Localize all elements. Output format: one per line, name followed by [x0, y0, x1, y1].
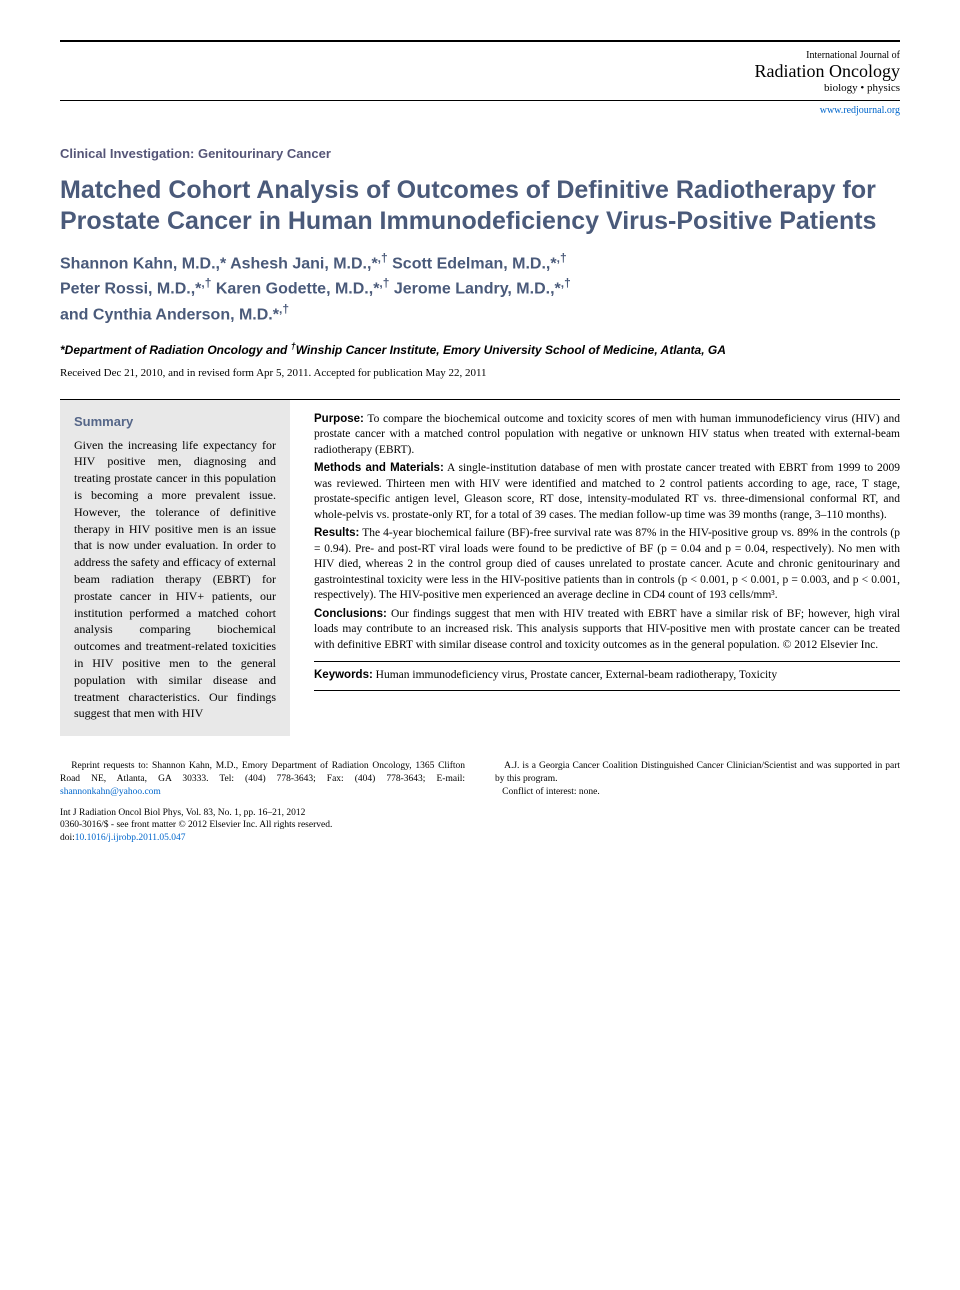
authors-list: Shannon Kahn, M.D.,* Ashesh Jani, M.D.,*…: [60, 250, 900, 327]
doi-label: doi:: [60, 833, 75, 843]
article-title: Matched Cohort Analysis of Outcomes of D…: [60, 175, 900, 238]
affiliation: *Department of Radiation Oncology and †W…: [60, 341, 900, 357]
copyright-line: 0360-3016/$ - see front matter © 2012 El…: [60, 819, 465, 832]
footer-left: Reprint requests to: Shannon Kahn, M.D.,…: [60, 760, 465, 845]
reprint-email[interactable]: shannonkahn@yahoo.com: [60, 787, 161, 797]
keywords-label: Keywords:: [314, 669, 373, 681]
journal-name-small: International Journal of: [60, 50, 900, 61]
footer-right: A.J. is a Georgia Cancer Coalition Disti…: [495, 760, 900, 845]
journal-url[interactable]: www.redjournal.org: [60, 100, 900, 116]
citation-line: Int J Radiation Oncol Biol Phys, Vol. 83…: [60, 807, 465, 820]
results-text: The 4-year biochemical failure (BF)-free…: [314, 527, 900, 601]
publication-dates: Received Dec 21, 2010, and in revised fo…: [60, 367, 900, 379]
journal-header: International Journal of Radiation Oncol…: [60, 50, 900, 94]
abstract-column: Purpose: To compare the biochemical outc…: [314, 400, 900, 737]
abstract-methods: Methods and Materials: A single-institut…: [314, 461, 900, 523]
footer-row: Reprint requests to: Shannon Kahn, M.D.,…: [60, 760, 900, 845]
journal-url-text[interactable]: www.redjournal.org: [820, 105, 900, 116]
abstract-results: Results: The 4-year biochemical failure …: [314, 526, 900, 604]
reprint-text: Reprint requests to: Shannon Kahn, M.D.,…: [60, 761, 465, 784]
header-rule: [60, 40, 900, 42]
summary-heading: Summary: [74, 414, 276, 429]
methods-label: Methods and Materials:: [314, 462, 444, 474]
conclusions-label: Conclusions:: [314, 608, 387, 620]
summary-text: Given the increasing life expectancy for…: [74, 437, 276, 723]
section-label: Clinical Investigation: Genitourinary Ca…: [60, 146, 900, 161]
keywords-bar: Keywords: Human immunodeficiency virus, …: [314, 661, 900, 691]
results-label: Results:: [314, 527, 359, 539]
abstract-purpose: Purpose: To compare the biochemical outc…: [314, 412, 900, 459]
keywords-text: Human immunodeficiency virus, Prostate c…: [373, 669, 777, 681]
content-row: Summary Given the increasing life expect…: [60, 399, 900, 737]
funding-note: A.J. is a Georgia Cancer Coalition Disti…: [495, 761, 900, 784]
conflict-note: Conflict of interest: none.: [502, 787, 600, 797]
summary-sidebar: Summary Given the increasing life expect…: [60, 400, 290, 737]
doi-link[interactable]: 10.1016/j.ijrobp.2011.05.047: [75, 833, 186, 843]
conclusions-text: Our findings suggest that men with HIV t…: [314, 608, 900, 651]
journal-name-large: Radiation Oncology: [60, 61, 900, 82]
journal-subtitle: biology • physics: [60, 82, 900, 94]
purpose-text: To compare the biochemical outcome and t…: [314, 413, 900, 456]
abstract-conclusions: Conclusions: Our findings suggest that m…: [314, 607, 900, 654]
purpose-label: Purpose:: [314, 413, 364, 425]
